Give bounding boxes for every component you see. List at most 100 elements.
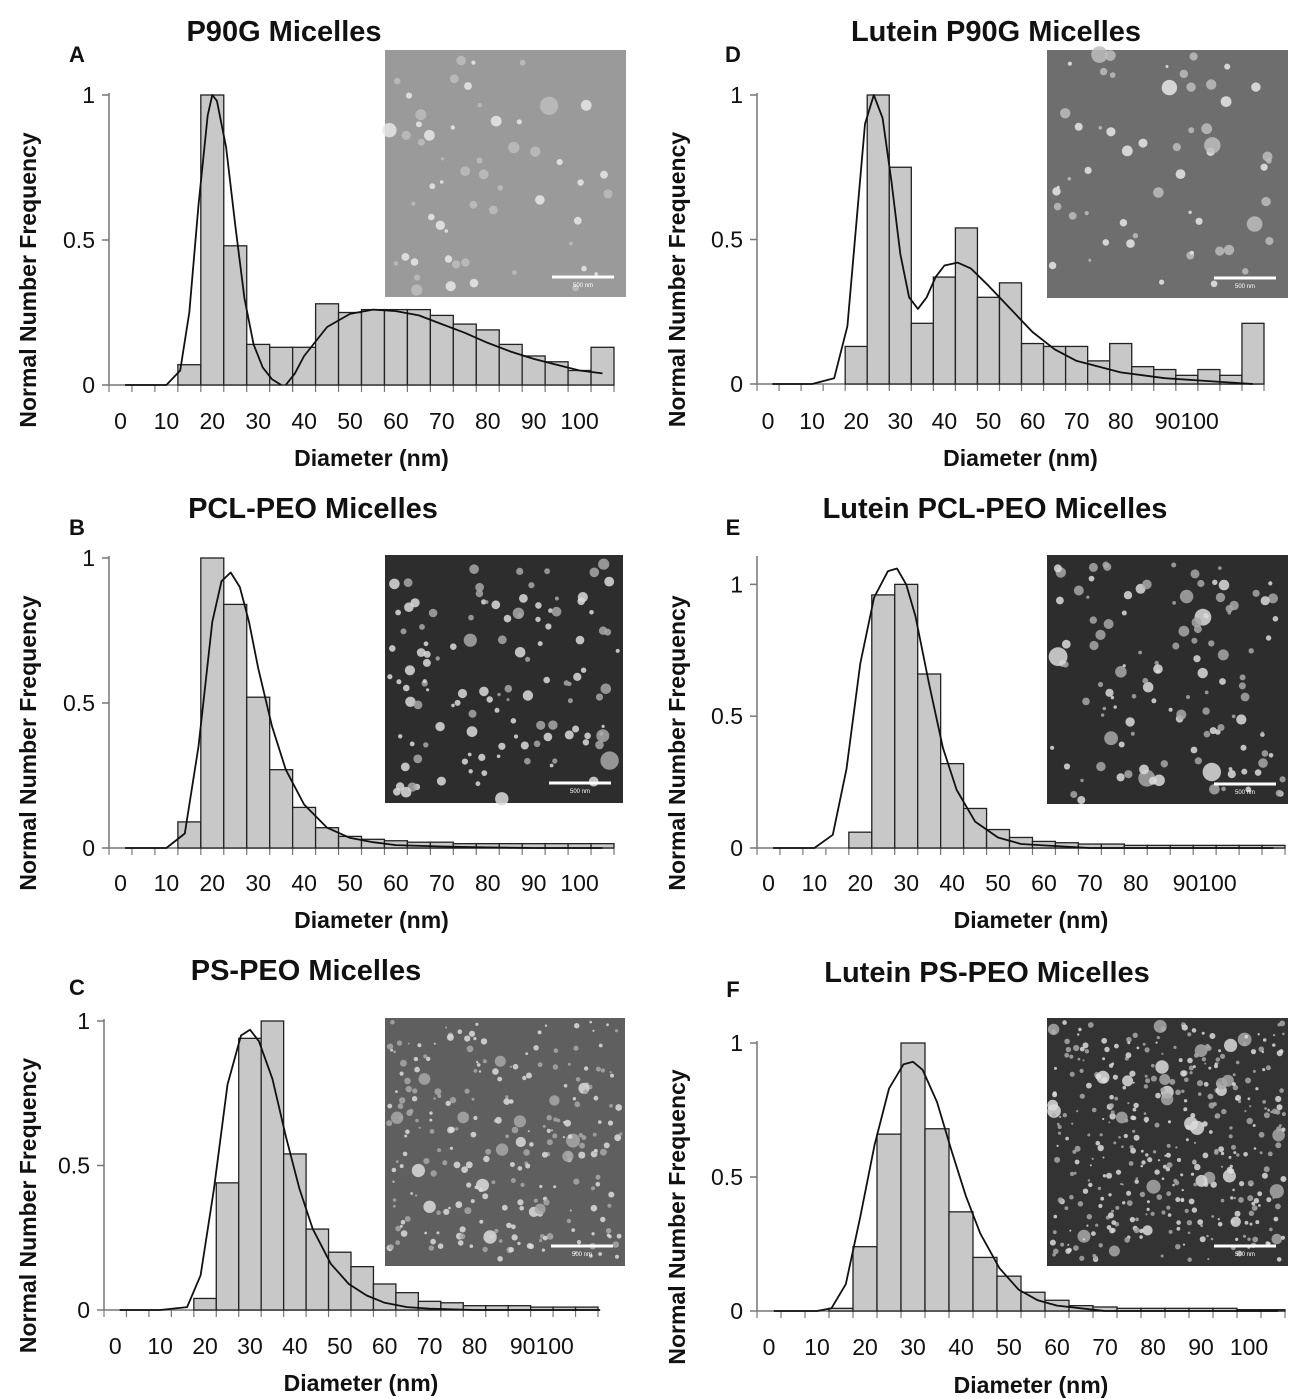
inset-particle bbox=[392, 1204, 396, 1208]
inset-particle bbox=[1166, 1191, 1172, 1197]
inset-particle bbox=[1263, 1166, 1270, 1173]
inset-particle bbox=[535, 602, 542, 609]
inset-particle bbox=[1109, 1113, 1116, 1120]
inset-particle bbox=[485, 1148, 492, 1155]
inset-particle bbox=[392, 1198, 397, 1202]
inset-particle bbox=[526, 1243, 533, 1249]
inset-particle bbox=[1172, 1183, 1175, 1187]
inset-particle bbox=[1228, 1134, 1233, 1139]
inset-particle bbox=[433, 1097, 436, 1100]
inset-particle bbox=[387, 674, 393, 680]
inset-particle bbox=[1082, 1059, 1085, 1062]
inset-particle bbox=[484, 600, 489, 604]
histogram-bar bbox=[1008, 836, 1034, 849]
inset-particle bbox=[399, 1097, 406, 1104]
inset-particle bbox=[1227, 770, 1236, 779]
tem-inset-image: 500 nm bbox=[385, 1018, 625, 1266]
inset-particle bbox=[475, 589, 484, 598]
x-tick-label: 50 bbox=[985, 870, 1011, 896]
inset-particle bbox=[1154, 660, 1159, 666]
inset-particle bbox=[1049, 1239, 1056, 1246]
inset-particle bbox=[435, 721, 445, 732]
inset-particle bbox=[1206, 79, 1217, 90]
histogram-bar bbox=[223, 245, 248, 386]
inset-particle bbox=[468, 709, 477, 718]
inset-particle bbox=[1139, 764, 1149, 775]
inset-particle bbox=[1052, 1091, 1057, 1096]
y-axis-label: Normal Number Frequency bbox=[664, 595, 690, 890]
inset-particle bbox=[1218, 579, 1230, 591]
inset-particle bbox=[509, 1099, 514, 1104]
inset-particle bbox=[1165, 65, 1169, 68]
inset-particle bbox=[1242, 268, 1249, 275]
inset-particle bbox=[1255, 1087, 1259, 1091]
histogram-bar bbox=[910, 322, 934, 385]
inset-particle bbox=[1047, 1023, 1060, 1036]
inset-particle bbox=[567, 1134, 573, 1139]
histogram-bar bbox=[948, 1211, 974, 1312]
inset-particle bbox=[584, 732, 591, 740]
inset-particle bbox=[539, 1239, 543, 1243]
inset-particle bbox=[1088, 258, 1092, 262]
inset-particle bbox=[1108, 1245, 1120, 1257]
inset-particle bbox=[1144, 1074, 1148, 1078]
inset-particle bbox=[437, 1094, 442, 1098]
x-tick-label: 50 bbox=[337, 870, 363, 896]
inset-particle bbox=[464, 1035, 471, 1042]
inset-particle bbox=[1130, 731, 1135, 736]
inset-particle bbox=[1201, 123, 1213, 135]
panel-letter: C bbox=[69, 975, 85, 1000]
inset-particle bbox=[445, 1100, 451, 1107]
inset-particle bbox=[563, 1084, 568, 1088]
inset-particle bbox=[522, 690, 534, 701]
x-tick-label: 10 bbox=[154, 870, 180, 896]
inset-particle bbox=[606, 1023, 609, 1027]
inset-particle bbox=[396, 1040, 403, 1046]
inset-particle bbox=[1206, 1234, 1209, 1238]
inset-particle bbox=[482, 1193, 489, 1200]
histogram-bar bbox=[406, 308, 432, 386]
inset-particle bbox=[1175, 1197, 1181, 1203]
inset-particle bbox=[619, 1132, 623, 1136]
inset-particle bbox=[537, 1030, 542, 1035]
inset-particle bbox=[1212, 579, 1218, 585]
inset-particle bbox=[429, 1111, 433, 1115]
inset-particle bbox=[1204, 690, 1209, 695]
inset-particle bbox=[546, 1115, 552, 1121]
inset-particle bbox=[1099, 67, 1108, 76]
inset-particle bbox=[523, 1149, 530, 1156]
inset-particle bbox=[1230, 1196, 1234, 1200]
x-tick-label: 90 bbox=[521, 870, 547, 896]
y-tick-label: 0 bbox=[730, 371, 743, 397]
inset-particle bbox=[503, 1098, 511, 1105]
inset-particle bbox=[516, 567, 524, 576]
x-tick-label: 40 bbox=[932, 408, 958, 434]
inset-particle bbox=[1052, 1113, 1056, 1117]
inset-particle bbox=[476, 157, 483, 164]
inset-particle bbox=[1062, 1020, 1067, 1025]
inset-particle bbox=[1111, 1062, 1115, 1066]
inset-particle bbox=[1109, 72, 1116, 78]
inset-particle bbox=[1251, 1205, 1258, 1211]
inset-particle bbox=[603, 189, 613, 199]
inset-particle bbox=[395, 609, 401, 616]
inset-particle bbox=[481, 599, 487, 605]
inset-particle bbox=[468, 1030, 476, 1037]
inset-particle bbox=[1259, 1151, 1263, 1155]
inset-particle bbox=[1231, 1082, 1236, 1087]
inset-particle bbox=[1218, 566, 1222, 570]
inset-particle bbox=[1203, 730, 1211, 738]
inset-particle bbox=[466, 726, 478, 737]
inset-particle bbox=[404, 1077, 411, 1085]
inset-particle bbox=[1232, 1188, 1235, 1192]
inset-particle bbox=[1203, 613, 1209, 619]
inset-particle bbox=[1110, 1110, 1115, 1115]
inset-particle bbox=[456, 55, 466, 66]
inset-particle bbox=[474, 1185, 479, 1190]
inset-particle bbox=[1176, 1157, 1182, 1163]
inset-particle bbox=[449, 74, 459, 84]
x-tick-label: 70 bbox=[429, 408, 455, 434]
inset-particle bbox=[1069, 1229, 1072, 1232]
inset-particle bbox=[1213, 1150, 1219, 1155]
inset-particle bbox=[1104, 731, 1118, 746]
